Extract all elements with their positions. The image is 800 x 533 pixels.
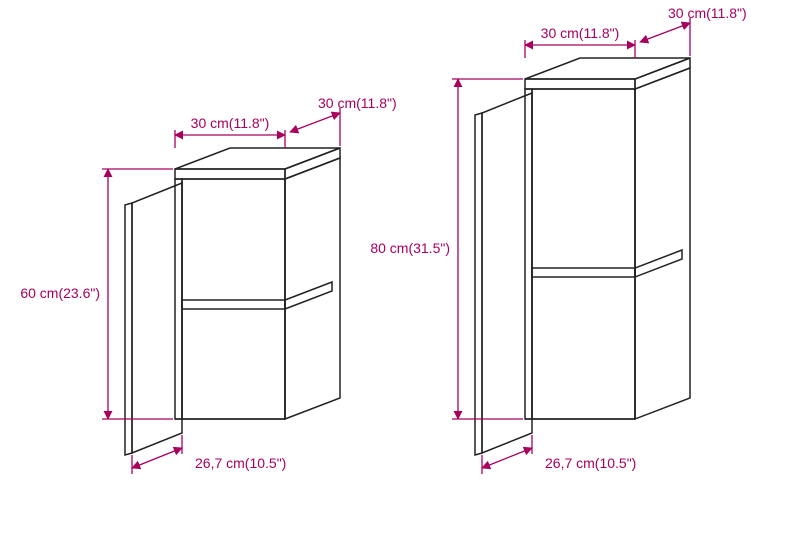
right-width-label: 30 cm(11.8") — [541, 25, 620, 41]
left-depth-label: 30 cm(11.8") — [318, 95, 397, 111]
right-height-label: 80 cm(31.5") — [370, 240, 450, 256]
left-height-label: 60 cm(23.6") — [20, 285, 100, 301]
left-door-label: 26,7 cm(10.5") — [195, 455, 286, 471]
right-cabinet — [475, 58, 690, 455]
right-depth-label: 30 cm(11.8") — [668, 5, 747, 21]
right-door-label: 26,7 cm(10.5") — [545, 455, 636, 471]
left-width-label: 30 cm(11.8") — [191, 115, 270, 131]
dimension-diagram: 30 cm(11.8") 30 cm(11.8") 60 cm(23.6") 2… — [0, 0, 800, 533]
left-cabinet — [125, 148, 340, 455]
